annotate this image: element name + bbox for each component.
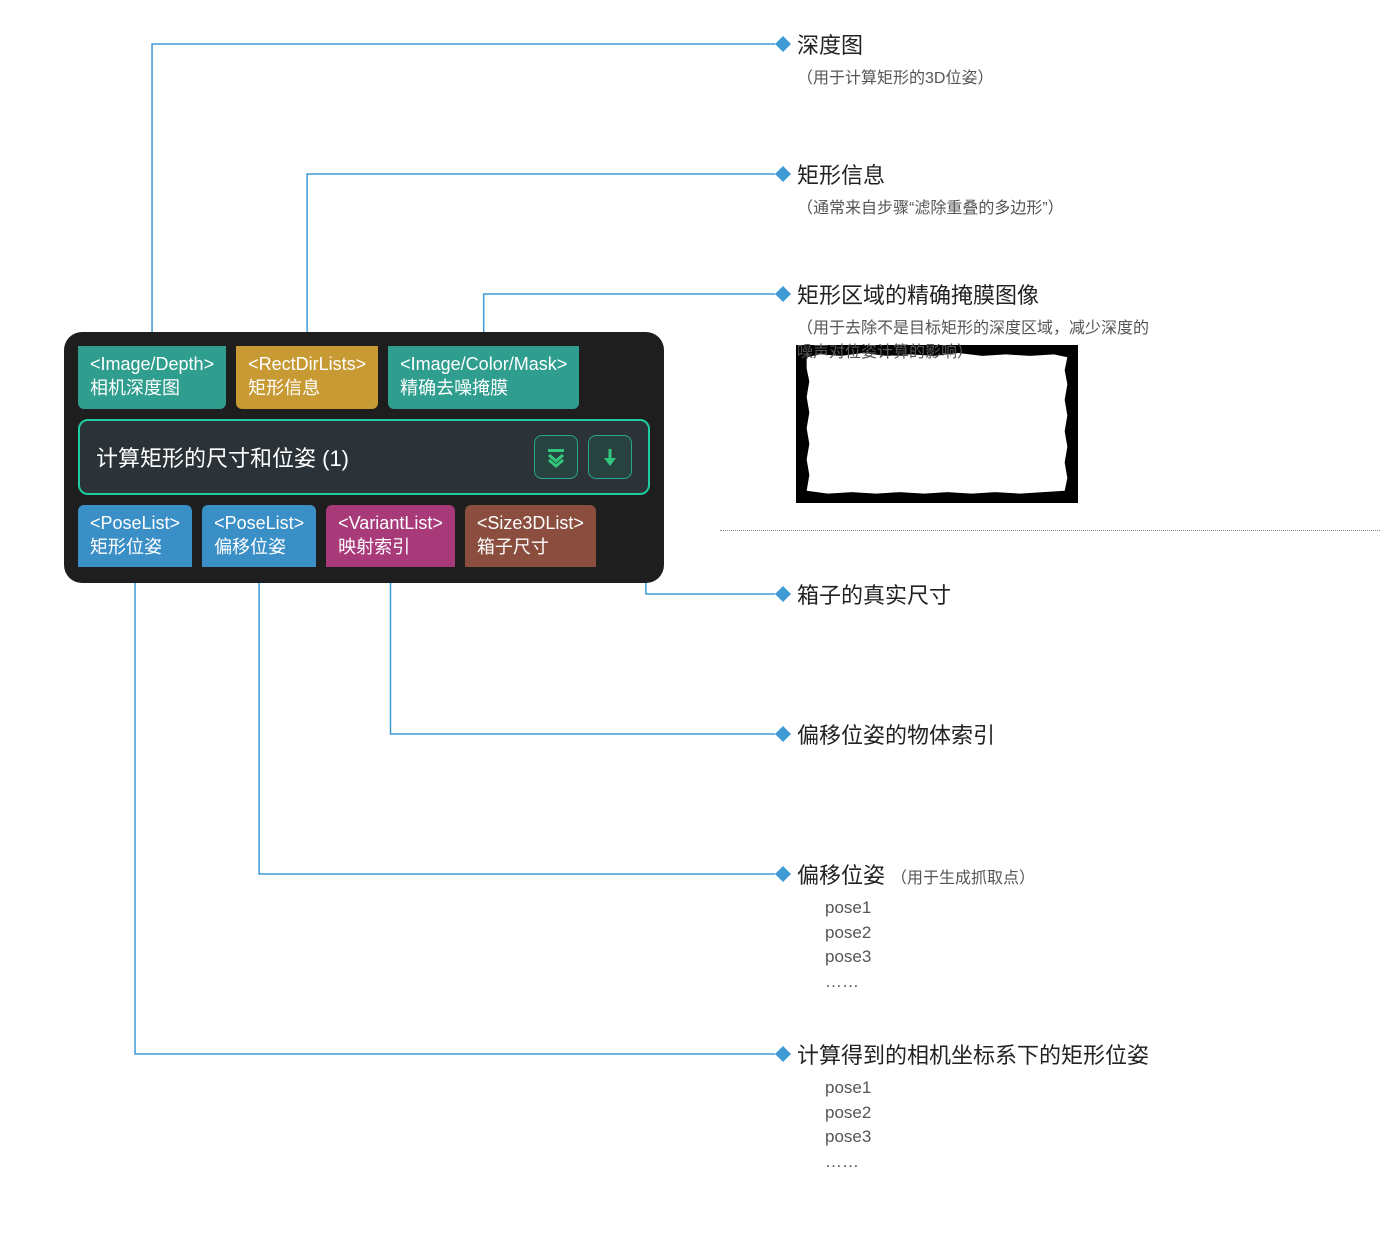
annotation-title: 偏移位姿的物体索引 [797, 718, 995, 750]
annotation-subtitle: （通常来自步骤“滤除重叠的多边形”） [797, 194, 1064, 218]
mask-thumbnail-inner [804, 353, 1070, 495]
port-tag: <Image/Depth> [90, 352, 214, 376]
port-label: 精确去噪掩膜 [400, 376, 567, 400]
port-label: 映射索引 [338, 535, 443, 559]
section-divider [720, 530, 1380, 531]
connector-layer [0, 0, 1398, 1246]
annotation-list-item: pose3 [825, 945, 1035, 970]
annotation-4: 偏移位姿的物体索引 [797, 718, 995, 750]
annotation-6: 计算得到的相机坐标系下的矩形位姿 pose1pose2pose3…… [797, 1038, 1149, 1175]
out-port-2[interactable]: <VariantList>映射索引 [326, 505, 455, 568]
annotation-title: 箱子的真实尺寸 [797, 578, 951, 610]
annotation-3: 箱子的真实尺寸 [797, 578, 951, 610]
annotation-5: 偏移位姿（用于生成抓取点） pose1pose2pose3…… [797, 858, 1035, 995]
annotation-title: 矩形区域的精确掩膜图像 [797, 278, 1157, 310]
annotation-list-item: pose2 [825, 921, 1035, 946]
mask-thumbnail [796, 345, 1078, 503]
annotation-list-item: …… [825, 1150, 1149, 1175]
node-title-bar: 计算矩形的尺寸和位姿 (1) [78, 419, 650, 495]
out-port-0[interactable]: <PoseList>矩形位姿 [78, 505, 192, 568]
in-port-1[interactable]: <RectDirLists>矩形信息 [236, 346, 378, 409]
port-label: 箱子尺寸 [477, 535, 584, 559]
out-port-3[interactable]: <Size3DList>箱子尺寸 [465, 505, 596, 568]
port-tag: <VariantList> [338, 511, 443, 535]
annotation-subtitle: （用于计算矩形的3D位姿） [797, 64, 993, 88]
inputs-row: <Image/Depth>相机深度图<RectDirLists>矩形信息<Ima… [78, 346, 650, 409]
annotation-title: 偏移位姿（用于生成抓取点） [797, 858, 1035, 890]
processing-node: <Image/Depth>相机深度图<RectDirLists>矩形信息<Ima… [64, 332, 664, 583]
annotation-list-item: pose1 [825, 1076, 1149, 1101]
annotation-list-item: pose3 [825, 1125, 1149, 1150]
annotation-list-item: …… [825, 970, 1035, 995]
annotation-title: 计算得到的相机坐标系下的矩形位姿 [797, 1038, 1149, 1070]
in-port-2[interactable]: <Image/Color/Mask>精确去噪掩膜 [388, 346, 579, 409]
run-step-button[interactable] [588, 435, 632, 479]
port-tag: <PoseList> [90, 511, 180, 535]
port-label: 偏移位姿 [214, 535, 304, 559]
out-port-1[interactable]: <PoseList>偏移位姿 [202, 505, 316, 568]
outputs-row: <PoseList>矩形位姿<PoseList>偏移位姿<VariantList… [78, 505, 650, 568]
port-label: 矩形信息 [248, 376, 366, 400]
annotation-0: 深度图 （用于计算矩形的3D位姿） [797, 28, 993, 88]
annotation-list-item: pose2 [825, 1101, 1149, 1126]
annotation-list-item: pose1 [825, 896, 1035, 921]
port-tag: <RectDirLists> [248, 352, 366, 376]
port-tag: <Size3DList> [477, 511, 584, 535]
annotation-list: pose1pose2pose3…… [825, 896, 1035, 995]
in-port-0[interactable]: <Image/Depth>相机深度图 [78, 346, 226, 409]
port-label: 相机深度图 [90, 376, 214, 400]
annotation-list: pose1pose2pose3…… [825, 1076, 1149, 1175]
port-tag: <PoseList> [214, 511, 304, 535]
port-label: 矩形位姿 [90, 535, 180, 559]
diagram-canvas: <Image/Depth>相机深度图<RectDirLists>矩形信息<Ima… [0, 0, 1398, 1246]
annotation-2: 矩形区域的精确掩膜图像 （用于去除不是目标矩形的深度区域，减少深度的噪声对位姿计算… [797, 278, 1157, 362]
annotation-1: 矩形信息 （通常来自步骤“滤除重叠的多边形”） [797, 158, 1064, 218]
port-tag: <Image/Color/Mask> [400, 352, 567, 376]
annotation-sub-inline: （用于生成抓取点） [891, 870, 1035, 887]
annotation-subtitle: （用于去除不是目标矩形的深度区域，减少深度的噪声对位姿计算的影响） [797, 314, 1157, 362]
node-title-text: 计算矩形的尺寸和位姿 (1) [96, 441, 349, 473]
expand-all-button[interactable] [534, 435, 578, 479]
annotation-title: 矩形信息 [797, 158, 1064, 190]
annotation-title: 深度图 [797, 28, 993, 60]
